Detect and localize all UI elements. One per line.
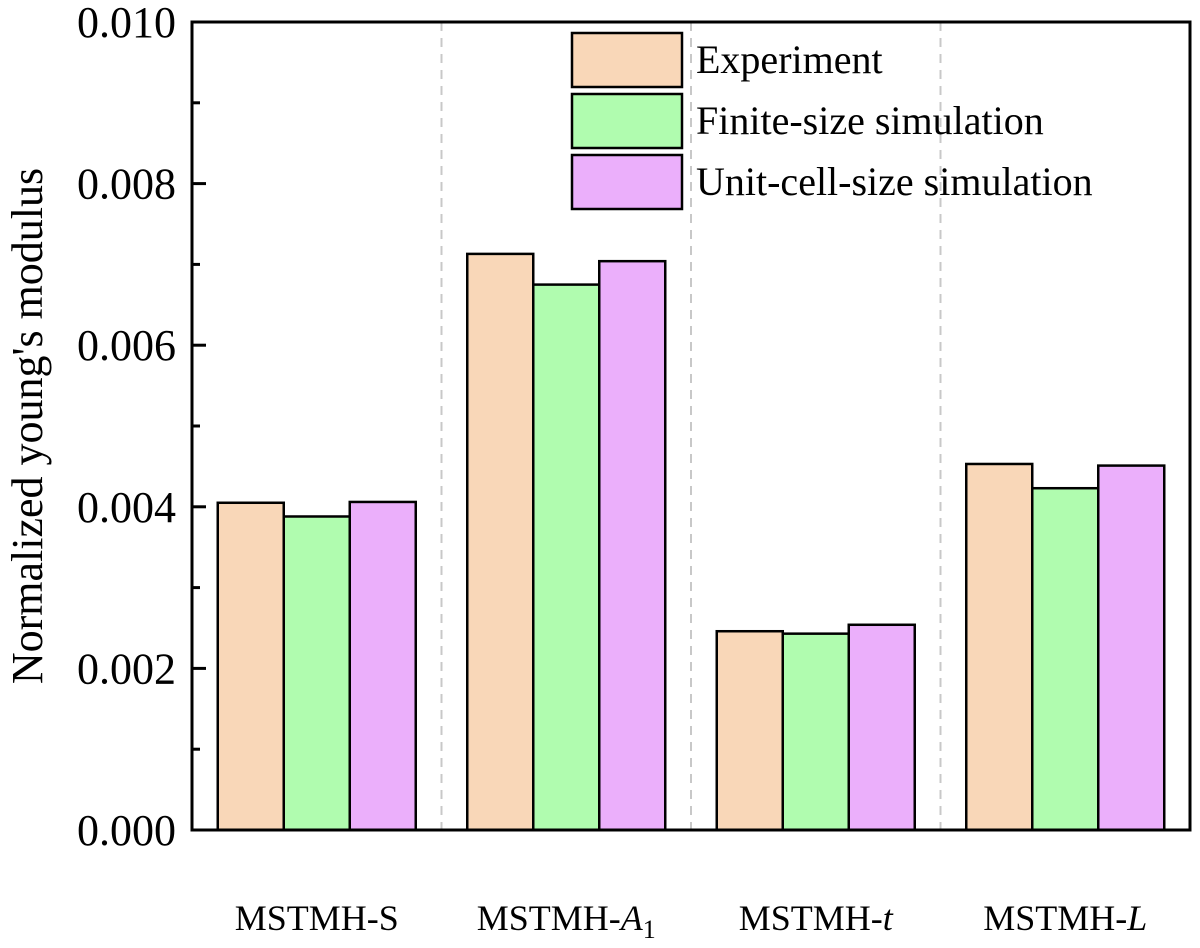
bar-finite-size-simulation-2 [781, 632, 850, 832]
legend-swatch [570, 92, 684, 150]
legend: Experiment Finite-size simulation Unit-cel… [570, 31, 1093, 211]
bar-finite-size-simulation-3 [1031, 486, 1100, 832]
legend-swatch [570, 31, 684, 89]
y-tick-label: 0.000 [77, 806, 176, 855]
legend-swatch [570, 153, 684, 211]
x-category-label: MSTMH-S [235, 898, 399, 938]
x-category-label: MSTMH-A1 [477, 898, 656, 944]
bar-unit-cell-size-simulation-2 [847, 623, 916, 832]
bar-unit-cell-size-simulation-3 [1097, 464, 1166, 832]
legend-label: Unit-cell-size simulation [696, 159, 1093, 204]
y-tick-label: 0.006 [77, 321, 176, 370]
bars-group [216, 252, 1166, 832]
bar-experiment-0 [216, 501, 285, 832]
y-tick-label: 0.004 [77, 483, 176, 532]
y-tick-label: 0.010 [77, 0, 176, 47]
y-axis-ticks: 0.000 0.002 0.004 0.006 0.008 0.010 [77, 0, 206, 855]
bar-unit-cell-size-simulation-0 [348, 500, 417, 832]
bar-finite-size-simulation-1 [532, 283, 601, 832]
category-separators [440, 22, 942, 830]
y-tick-label: 0.002 [77, 644, 176, 693]
bar-experiment-2 [715, 629, 784, 832]
y-axis-title: Normalized young's modulus [3, 168, 52, 684]
bar-experiment-1 [466, 252, 535, 832]
x-axis-labels: MSTMH-S MSTMH-A1 MSTMH-t MSTMH-L [235, 898, 1148, 944]
x-category-label: MSTMH-t [739, 898, 894, 938]
bar-experiment-3 [965, 462, 1034, 832]
legend-label: Finite-size simulation [696, 98, 1044, 143]
y-tick-label: 0.008 [77, 160, 176, 209]
x-category-label: MSTMH-L [983, 898, 1147, 938]
legend-label: Experiment [696, 37, 883, 82]
bar-finite-size-simulation-0 [282, 515, 351, 832]
bar-unit-cell-size-simulation-1 [598, 259, 667, 832]
